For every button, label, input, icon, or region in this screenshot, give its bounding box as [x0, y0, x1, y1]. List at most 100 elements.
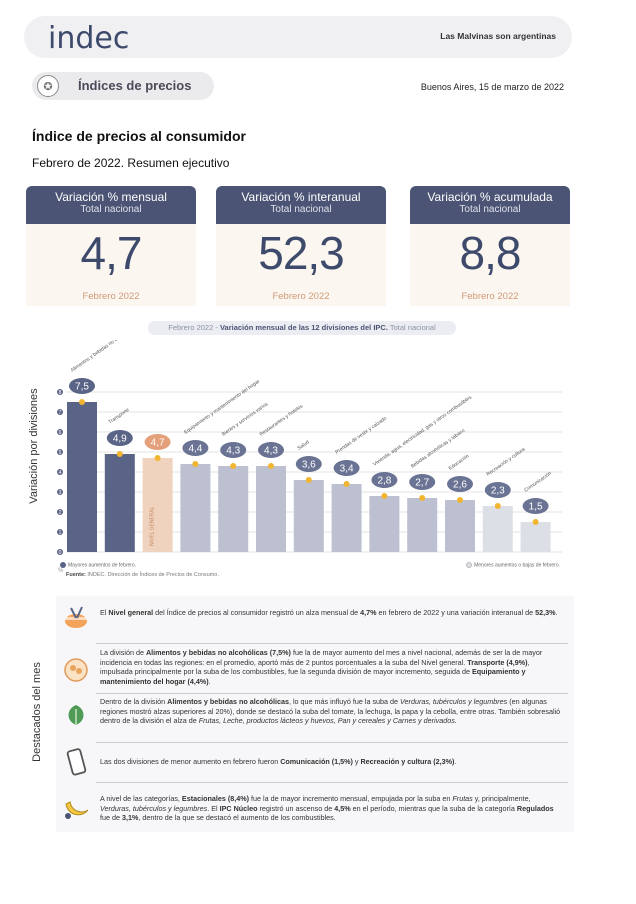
- y-tick-label: 2: [59, 510, 62, 516]
- legend-min-swatch: [466, 562, 473, 568]
- kpi-title: Variación % acumulada: [427, 190, 553, 204]
- source-text: INDEC. Dirección de Índices de Precios d…: [85, 572, 219, 578]
- coat-of-arms-icon: ✪: [37, 75, 59, 97]
- chart-caption-suffix: Total nacional: [387, 323, 436, 332]
- bar: [104, 454, 135, 552]
- highlight-text: La división de Alimentos y bebidas no al…: [100, 648, 543, 686]
- chart-y-axis-label-wrap: Variación por divisiones: [26, 330, 44, 550]
- bar-value-label: 4,4: [188, 444, 202, 455]
- chart-y-axis-label: Variación por divisiones: [28, 388, 40, 504]
- y-tick-dot: [57, 409, 63, 415]
- chart-caption-bold: Variación mensual de las 12 divisiones d…: [219, 323, 388, 332]
- highlights-side-label: Destacados del mes: [31, 662, 43, 762]
- highlight-text: Dentro de la división Alimentos y bebida…: [100, 697, 561, 725]
- divider: [96, 693, 568, 694]
- legend-min-label: Menores aumentos o bajas de febrero.: [474, 562, 560, 569]
- bar-top-dot: [343, 481, 350, 487]
- highlight-text: A nivel de las categorías, Estacionales …: [100, 794, 554, 822]
- divider: [96, 643, 568, 644]
- kpi-subtitle: Total nacional: [459, 204, 521, 215]
- bar-top-dot: [419, 495, 426, 501]
- section-pill: ✪ Índices de precios: [32, 72, 214, 100]
- y-tick-label: 1: [59, 530, 62, 536]
- chart-unit-label: %: [58, 568, 64, 574]
- y-tick-label: 8: [59, 390, 62, 396]
- divider: [96, 742, 568, 743]
- bar: [331, 484, 362, 552]
- chart-caption-prefix: Febrero 2022 -: [168, 323, 220, 332]
- value-badge: [522, 498, 549, 514]
- bar-top-dot: [116, 451, 123, 457]
- kpi-period: Febrero 2022: [461, 291, 519, 302]
- page-title: Índice de precios al consumidor: [32, 128, 246, 144]
- category-label: Prendas de vestir y calzado: [334, 415, 388, 455]
- legend-max: Mayores aumentos de febrero.: [60, 562, 136, 568]
- bar-value-label: 3,4: [340, 464, 354, 475]
- bar-top-dot: [305, 477, 312, 483]
- highlights-panel: [56, 596, 574, 832]
- value-badge: [144, 434, 171, 450]
- value-badge: [69, 378, 95, 394]
- value-badge: [220, 442, 247, 458]
- header-bar: indec Las Malvinas son argentinas: [24, 16, 572, 58]
- y-tick-label: 5: [59, 450, 62, 456]
- value-badge: [182, 440, 209, 456]
- kpi-header: Variación % interanual Total nacional: [216, 186, 386, 224]
- category-label: Equipamiento y mantenimiento del hogar: [183, 378, 261, 435]
- highlights-side-label-wrap: Destacados del mes: [28, 596, 46, 832]
- bar-value-label: 4,3: [264, 446, 278, 457]
- kpi-value: 52,3: [258, 227, 345, 279]
- kpi-card-cumulative: Variación % acumulada Total nacional 8,8…: [410, 186, 570, 306]
- bar-top-dot: [494, 503, 501, 509]
- kpi-card-monthly: Variación % mensual Total nacional 4,7 F…: [26, 186, 196, 306]
- category-label: NIVEL GENERAL: [150, 506, 156, 546]
- value-badge: [106, 430, 133, 446]
- kpi-value: 8,8: [459, 227, 522, 279]
- value-badge: [484, 482, 511, 498]
- bar: [407, 498, 438, 552]
- bar-value-label: 1,5: [529, 502, 543, 513]
- kpi-period: Febrero 2022: [272, 291, 330, 302]
- bar: [67, 402, 97, 552]
- page-subtitle: Febrero de 2022. Resumen ejecutivo: [32, 156, 230, 170]
- bar-value-label: 3,6: [302, 460, 316, 471]
- value-badge: [258, 442, 284, 458]
- kpi-title: Variación % mensual: [55, 190, 167, 204]
- section-title: Índices de precios: [78, 78, 192, 93]
- chart-caption: Febrero 2022 - Variación mensual de las …: [148, 321, 456, 335]
- banana-icon: [65, 801, 89, 819]
- bar: [180, 464, 211, 552]
- bar-top-dot: [532, 519, 539, 525]
- kpi-value: 4,7: [80, 227, 143, 279]
- bowl-icon: [65, 606, 87, 628]
- kpi-header: Variación % acumulada Total nacional: [410, 186, 570, 224]
- indec-logo[interactable]: indec: [48, 21, 130, 56]
- bar-value-label: 7,5: [75, 382, 89, 393]
- food-icon: [64, 658, 88, 682]
- phone-icon: [66, 748, 87, 776]
- bar-value-label: 2,6: [453, 480, 467, 491]
- bar: [142, 458, 173, 552]
- bar-value-label: 2,3: [491, 486, 505, 497]
- kpi-body: 4,7 Febrero 2022: [26, 224, 196, 306]
- kpi-body: 52,3 Febrero 2022: [216, 224, 386, 306]
- header-tagline: Las Malvinas son argentinas: [440, 31, 556, 41]
- divider: [96, 782, 568, 783]
- bar: [520, 522, 551, 552]
- y-tick-dot: [57, 509, 63, 515]
- bar-value-label: 4,3: [226, 446, 240, 457]
- y-tick-dot: [57, 529, 63, 535]
- kpi-subtitle: Total nacional: [80, 204, 142, 215]
- bar-top-dot: [381, 493, 388, 499]
- bar-top-dot: [154, 455, 161, 461]
- value-badge: [371, 472, 398, 488]
- y-tick-label: 3: [59, 490, 62, 496]
- source-label: Fuente:: [66, 572, 86, 578]
- category-label: Comunicación: [523, 470, 553, 493]
- value-badge: [295, 456, 322, 472]
- legend-max-swatch: [60, 562, 66, 568]
- bar-value-label: 4,7: [151, 438, 165, 449]
- bar-value-label: 2,7: [415, 478, 429, 489]
- bar-value-label: 4,9: [113, 434, 127, 445]
- bar-top-dot: [268, 463, 274, 469]
